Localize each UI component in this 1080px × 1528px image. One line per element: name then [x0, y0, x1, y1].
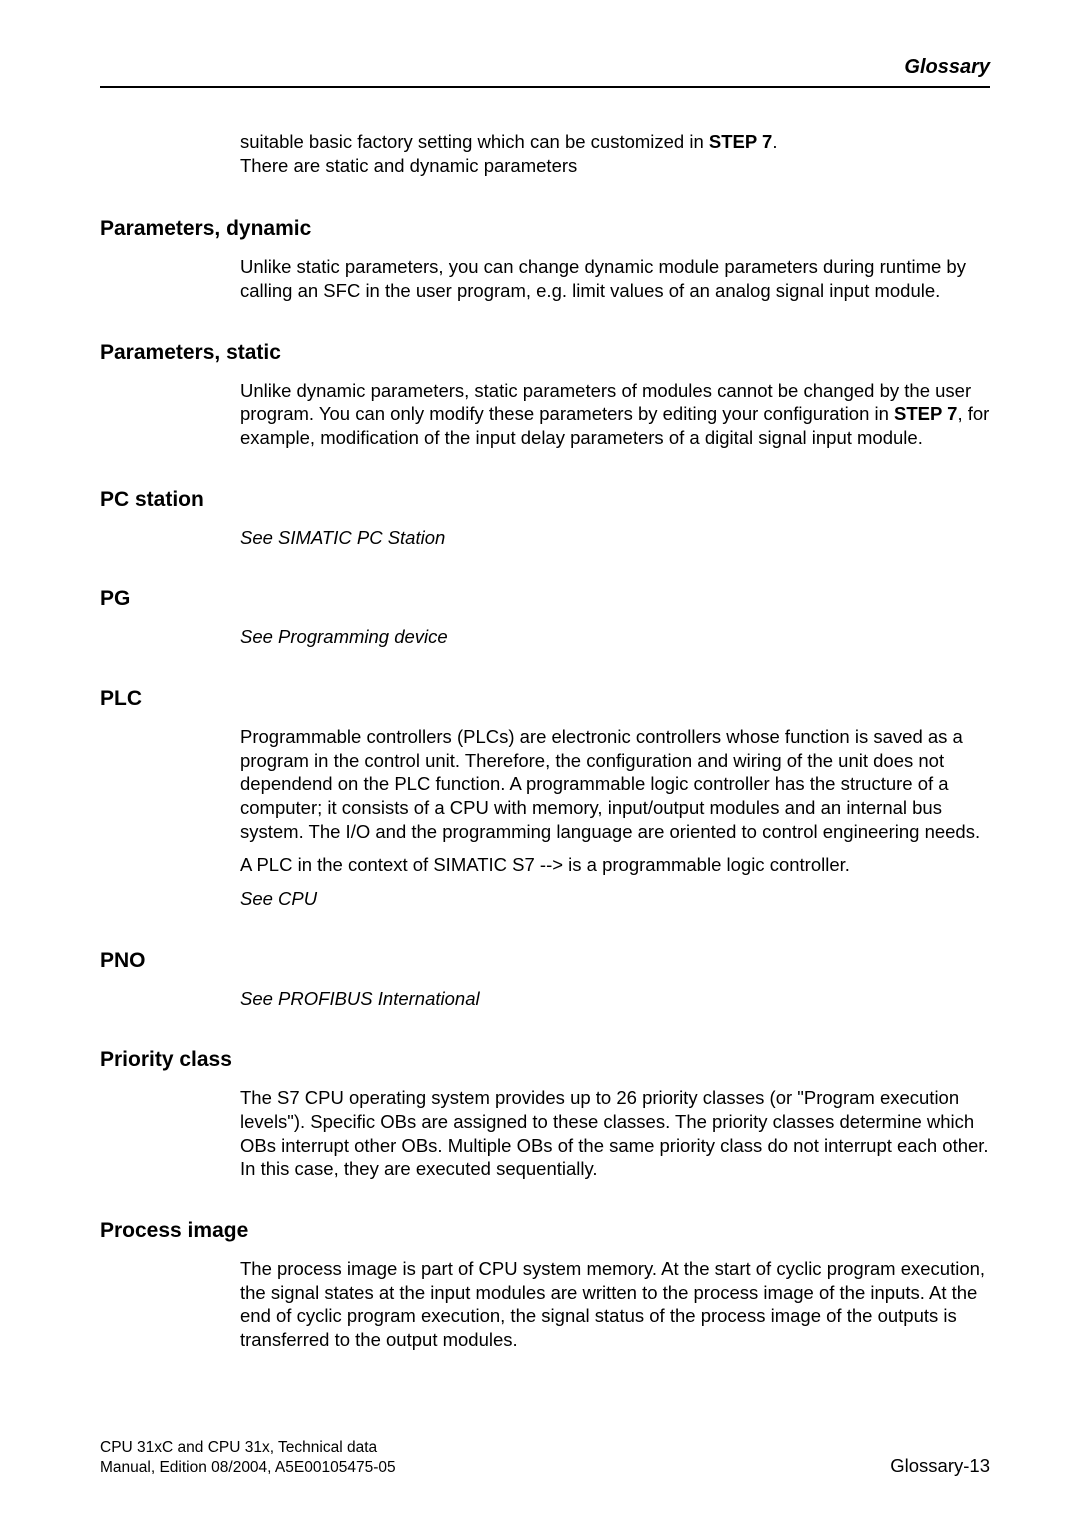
intro-line1: suitable basic factory setting which can…: [240, 131, 709, 152]
header-rule: [100, 86, 990, 88]
body-pno: See PROFIBUS International: [240, 987, 990, 1011]
heading-params-dynamic: Parameters, dynamic: [100, 217, 990, 241]
header-title: Glossary: [904, 56, 990, 79]
params-static-pre: Unlike dynamic parameters, static parame…: [240, 380, 971, 425]
heading-params-static: Parameters, static: [100, 341, 990, 365]
heading-plc: PLC: [100, 687, 990, 711]
content: suitable basic factory setting which can…: [100, 130, 990, 1352]
intro-line2: There are static and dynamic parameters: [240, 155, 577, 176]
body-plc-3: See CPU: [240, 887, 990, 911]
heading-pno: PNO: [100, 949, 990, 973]
heading-process-image: Process image: [100, 1219, 990, 1243]
heading-pg: PG: [100, 587, 990, 611]
body-process-image: The process image is part of CPU system …: [240, 1257, 990, 1352]
footer-line1: CPU 31xC and CPU 31x, Technical data: [100, 1438, 990, 1458]
body-plc-2: A PLC in the context of SIMATIC S7 --> i…: [240, 853, 990, 877]
heading-pc-station: PC station: [100, 488, 990, 512]
body-plc-1: Programmable controllers (PLCs) are elec…: [240, 725, 990, 843]
body-params-dynamic: Unlike static parameters, you can change…: [240, 255, 990, 302]
page: Glossary suitable basic factory setting …: [0, 0, 1080, 1528]
params-static-bold: STEP 7: [894, 403, 957, 424]
intro-paragraph: suitable basic factory setting which can…: [240, 130, 990, 177]
intro-line1-end: .: [772, 131, 777, 152]
heading-priority: Priority class: [100, 1048, 990, 1072]
footer-line2: Manual, Edition 08/2004, A5E00105475-05: [100, 1458, 990, 1478]
body-pg: See Programming device: [240, 625, 990, 649]
intro-bold: STEP 7: [709, 131, 772, 152]
header: Glossary: [100, 56, 990, 104]
body-params-static: Unlike dynamic parameters, static parame…: [240, 379, 990, 450]
body-pc-station: See SIMATIC PC Station: [240, 526, 990, 550]
footer: CPU 31xC and CPU 31x, Technical data Man…: [100, 1438, 990, 1478]
body-priority: The S7 CPU operating system provides up …: [240, 1086, 990, 1181]
footer-pagenum: Glossary-13: [890, 1454, 990, 1478]
